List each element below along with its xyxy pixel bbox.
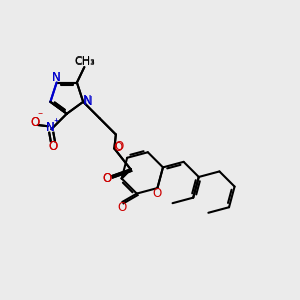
Text: O: O — [117, 201, 127, 214]
Text: O: O — [30, 116, 40, 129]
Text: N: N — [52, 71, 61, 84]
Text: ⁻: ⁻ — [38, 111, 43, 121]
Text: N: N — [52, 71, 61, 84]
Text: O: O — [48, 140, 57, 153]
Text: O: O — [30, 116, 40, 129]
Text: N: N — [84, 95, 92, 108]
Text: O: O — [114, 140, 123, 154]
Text: ⁻: ⁻ — [38, 111, 43, 121]
Text: O: O — [48, 140, 57, 153]
Text: ⁺: ⁺ — [53, 118, 58, 128]
Text: CH₃: CH₃ — [74, 57, 95, 67]
Text: O: O — [153, 188, 162, 200]
Text: N: N — [46, 121, 54, 134]
Text: ⁺: ⁺ — [53, 118, 58, 128]
Text: O: O — [102, 172, 112, 185]
Text: O: O — [115, 140, 124, 153]
Text: O: O — [102, 172, 112, 185]
Text: N: N — [46, 121, 54, 134]
Text: CH₃: CH₃ — [74, 56, 95, 66]
Text: N: N — [83, 94, 92, 107]
